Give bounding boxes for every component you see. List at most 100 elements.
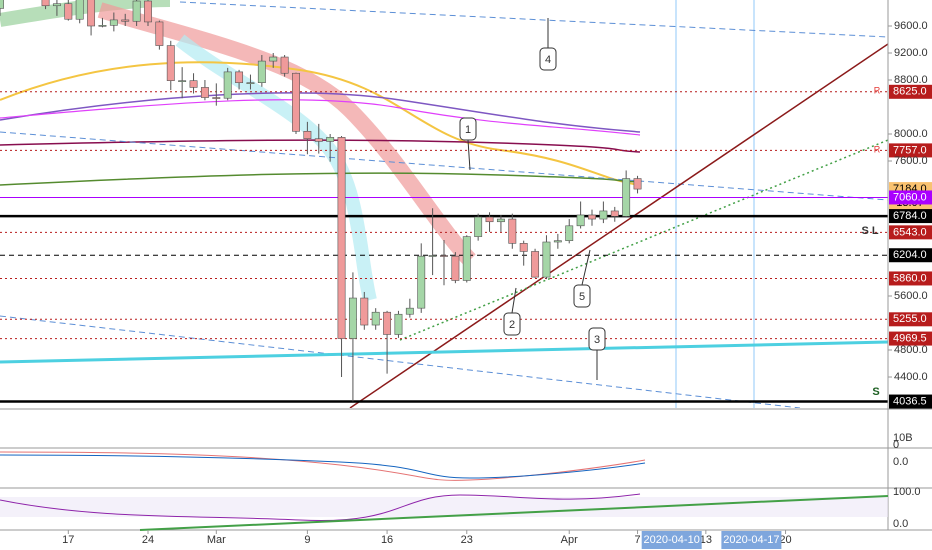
pointer bbox=[467, 139, 471, 171]
level-label: 4036.5 bbox=[893, 395, 927, 407]
candle-body bbox=[0, 0, 4, 9]
candle-body bbox=[576, 214, 585, 227]
callout-text: 3 bbox=[594, 334, 600, 346]
level-label: 5255.0 bbox=[893, 313, 927, 325]
callout-text: 4 bbox=[545, 54, 551, 66]
level-label: 4969.5 bbox=[893, 332, 927, 344]
level-label: 6784.0 bbox=[893, 210, 927, 222]
candle-body bbox=[87, 0, 96, 27]
candle-body bbox=[542, 241, 551, 278]
callout bbox=[503, 312, 521, 336]
candle-body bbox=[303, 130, 312, 140]
candle-body bbox=[314, 138, 323, 142]
level-label-box bbox=[889, 209, 932, 224]
level-label: 6543.0 bbox=[893, 226, 927, 238]
level-label: 8625.0 bbox=[893, 86, 927, 98]
candle-body bbox=[485, 216, 494, 223]
candle-body bbox=[98, 25, 107, 27]
candle-body bbox=[610, 210, 619, 217]
x-tick-label: 20 bbox=[779, 534, 791, 546]
moving-average bbox=[0, 61, 641, 186]
trendline bbox=[0, 340, 888, 364]
candles bbox=[0, 0, 642, 402]
x-tick-label: Mar bbox=[207, 534, 226, 546]
level-label-box bbox=[889, 271, 932, 286]
trendline bbox=[139, 495, 889, 531]
date-highlight-label: 2020-04-10 bbox=[644, 534, 700, 546]
candle-body bbox=[121, 19, 130, 22]
candle-body bbox=[178, 80, 187, 82]
macd-line bbox=[0, 451, 646, 481]
levels: 8625.07757.07184.013:077060.06784.06543.… bbox=[0, 84, 932, 409]
y-tick-label: 9600.0 bbox=[894, 20, 928, 32]
candle-body bbox=[166, 45, 175, 81]
y-tick-label: 5600.0 bbox=[894, 290, 928, 302]
candle-body bbox=[246, 82, 255, 84]
date-highlight bbox=[641, 531, 702, 549]
callout-text: 5 bbox=[579, 291, 585, 303]
marker: R bbox=[874, 144, 881, 154]
candle-body bbox=[462, 236, 471, 281]
x-tick-label: 17 bbox=[62, 534, 74, 546]
moving-average bbox=[0, 92, 641, 133]
candle-body bbox=[109, 19, 118, 26]
candle-body bbox=[622, 178, 631, 217]
sub-panels: 10B 0 0.0 100.0 0.0 bbox=[0, 0, 932, 531]
candle-body bbox=[280, 56, 289, 74]
candle-body bbox=[132, 0, 141, 22]
x-tick-label: 23 bbox=[461, 534, 473, 546]
pointer bbox=[511, 287, 517, 314]
y-tick-label: 4400.0 bbox=[894, 371, 928, 383]
moving-average bbox=[0, 99, 641, 136]
candle-body bbox=[360, 297, 369, 326]
candle-body bbox=[405, 307, 414, 315]
candle-body bbox=[633, 178, 642, 190]
candle-body bbox=[599, 210, 608, 220]
stoch-band bbox=[0, 497, 888, 517]
candle-body bbox=[257, 60, 266, 83]
marker: S L bbox=[861, 225, 878, 237]
level-label-box bbox=[889, 331, 932, 346]
candle-body bbox=[326, 137, 335, 142]
candle-body bbox=[553, 240, 562, 243]
callout bbox=[539, 47, 557, 71]
candle-body bbox=[41, 0, 50, 7]
level-label: 7757.0 bbox=[893, 144, 927, 156]
level-label-box bbox=[889, 225, 932, 240]
date-highlight-label: 2020-04-17 bbox=[723, 534, 779, 546]
trendline bbox=[0, 131, 888, 201]
candle-body bbox=[75, 0, 84, 20]
candle-body bbox=[348, 297, 357, 339]
trendline bbox=[179, 1, 888, 38]
moving-average bbox=[0, 139, 641, 153]
candle-body bbox=[440, 255, 448, 257]
candle-body bbox=[383, 311, 392, 335]
candle-body bbox=[235, 71, 244, 83]
level-label-box bbox=[889, 143, 932, 158]
level-label-box bbox=[889, 312, 932, 327]
panel-label: 0 bbox=[893, 439, 899, 451]
candle-body bbox=[474, 216, 483, 237]
pointer bbox=[581, 249, 591, 286]
marker: R bbox=[874, 85, 881, 95]
moving-average bbox=[0, 172, 641, 186]
candle-body bbox=[52, 3, 61, 7]
candle-body bbox=[64, 3, 73, 20]
callout-text: 2 bbox=[509, 319, 515, 331]
candle-body bbox=[519, 243, 528, 252]
level-label: 7060.0 bbox=[893, 191, 927, 203]
level-label: 5860.0 bbox=[893, 272, 927, 284]
candle-body bbox=[144, 0, 152, 23]
candle-body bbox=[212, 97, 221, 99]
y-tick-label: 8800.0 bbox=[894, 74, 928, 86]
level-label: 6204.0 bbox=[893, 249, 927, 261]
stoch-line bbox=[0, 493, 641, 522]
x-tick-label: 7 bbox=[634, 534, 640, 546]
candle-body bbox=[189, 80, 198, 88]
candle-body bbox=[337, 137, 346, 339]
candle-body bbox=[223, 71, 232, 99]
date-highlight bbox=[721, 531, 782, 549]
trendline bbox=[0, 315, 801, 408]
level-label-box bbox=[889, 394, 932, 409]
